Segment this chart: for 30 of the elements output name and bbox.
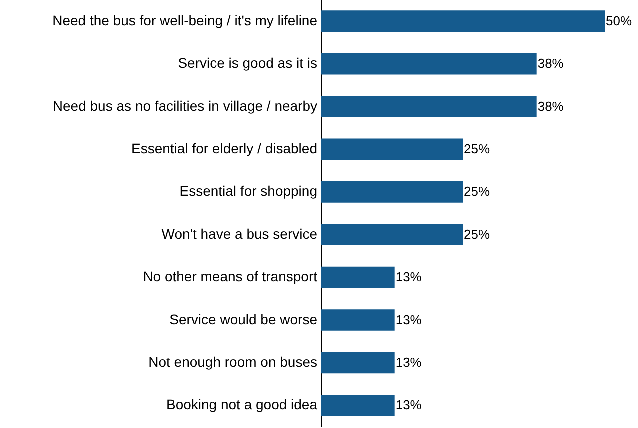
data-label: 13%	[396, 398, 422, 413]
data-label: 38%	[538, 98, 564, 114]
data-label: 25%	[464, 226, 490, 242]
data-label: 25%	[464, 141, 490, 156]
y-tick-label: Need the bus for well-being / it's my lifeline	[52, 12, 318, 28]
data-label: 50%	[606, 13, 632, 28]
y-tick-label: Service would be worse	[170, 311, 318, 328]
bar	[321, 266, 395, 288]
y-tick-label: Essential for elderly / disabled	[132, 140, 318, 156]
bar	[321, 138, 463, 160]
data-label: 13%	[396, 312, 422, 328]
y-tick-label: Service is good as it is	[178, 55, 318, 72]
y-tick-label: Need bus as no facilities in village / nearby	[52, 98, 318, 114]
data-label: 13%	[396, 270, 422, 285]
data-label: 13%	[396, 354, 422, 370]
y-tick-label: Booking not a good idea	[166, 396, 318, 413]
y-tick-label: Not enough room on buses	[148, 354, 318, 370]
bar	[321, 53, 537, 75]
data-label: 25%	[464, 184, 490, 200]
bar	[321, 96, 537, 118]
bar	[321, 394, 395, 416]
bar	[321, 224, 463, 246]
y-tick-label: No other means of transport	[143, 268, 318, 285]
y-tick-label: Essential for shopping	[180, 183, 318, 200]
bar	[321, 10, 605, 32]
bar	[321, 181, 463, 203]
data-label: 38%	[538, 56, 564, 72]
bar	[321, 310, 395, 331]
bar	[321, 352, 395, 374]
y-tick-label: Won't have a bus service	[162, 226, 318, 242]
